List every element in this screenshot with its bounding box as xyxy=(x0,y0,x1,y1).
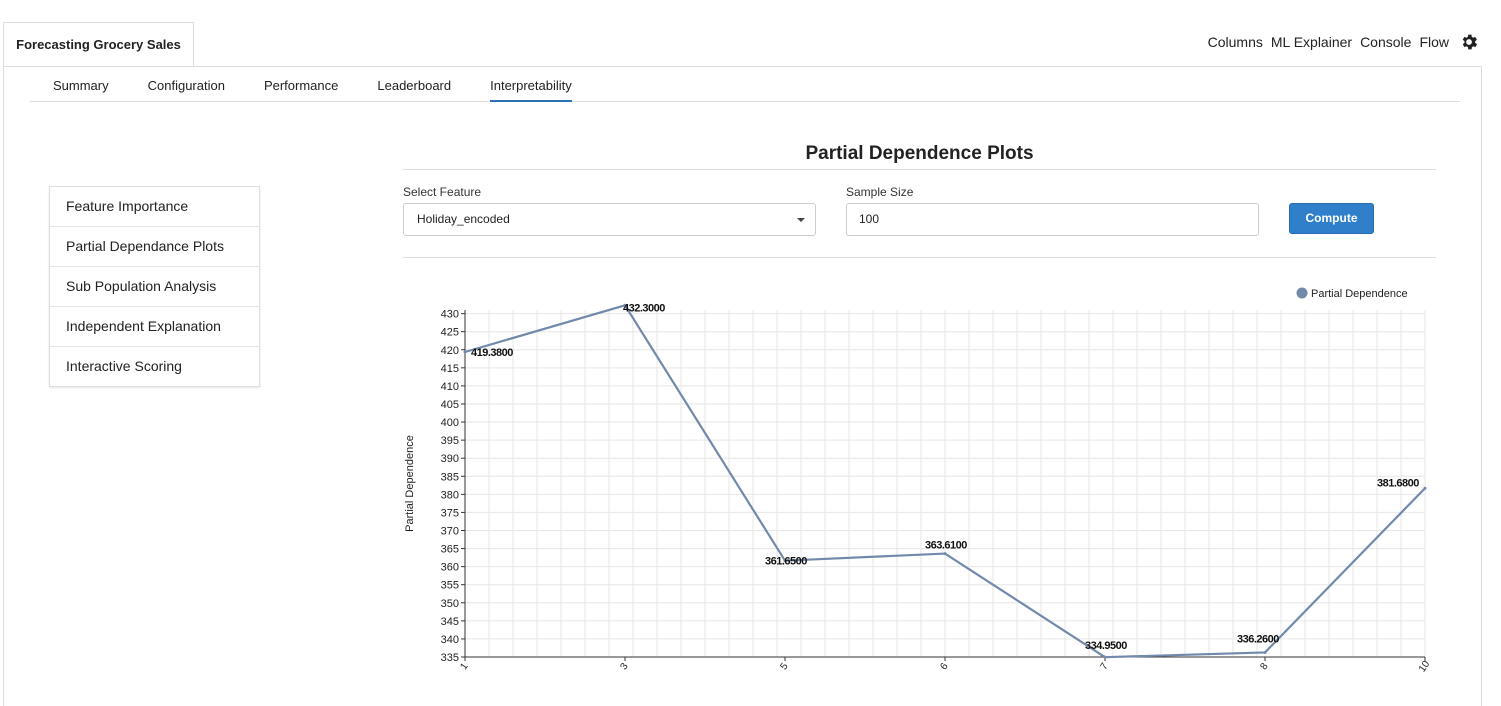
nav-ml-explainer[interactable]: ML Explainer xyxy=(1270,34,1353,50)
data-point xyxy=(943,552,947,556)
data-label: 432.3000 xyxy=(623,302,665,314)
tab-leaderboard[interactable]: Leaderboard xyxy=(377,78,452,93)
tab-configuration[interactable]: Configuration xyxy=(147,78,225,93)
partial-dependence-chart: 3353403453503553603653703753803853903954… xyxy=(404,287,1433,675)
data-label: 334.9500 xyxy=(1085,640,1127,652)
data-point xyxy=(783,559,787,563)
nav-flow[interactable]: Flow xyxy=(1419,34,1449,50)
y-tick-label: 425 xyxy=(441,327,459,339)
menu-item-sub-population-analysis[interactable]: Sub Population Analysis xyxy=(50,267,259,307)
y-tick-label: 350 xyxy=(441,598,459,610)
x-tick-label: 1 xyxy=(458,661,470,672)
y-tick-label: 385 xyxy=(441,471,459,483)
y-axis-label: Partial Dependence xyxy=(404,435,416,532)
divider xyxy=(403,257,1436,258)
data-label: 363.6100 xyxy=(925,540,967,552)
y-tick-label: 415 xyxy=(441,363,459,375)
app-tab[interactable]: Forecasting Grocery Sales xyxy=(3,22,194,66)
feature-select[interactable]: Holiday_encoded xyxy=(403,203,816,236)
data-point xyxy=(1423,486,1427,490)
data-point xyxy=(623,303,627,307)
interpretability-menu: Feature Importance Partial Dependance Pl… xyxy=(49,186,260,387)
app-tab-label: Forecasting Grocery Sales xyxy=(16,37,181,52)
data-point xyxy=(1103,655,1107,659)
menu-item-independent-explanation[interactable]: Independent Explanation xyxy=(50,307,259,347)
menu-item-feature-importance[interactable]: Feature Importance xyxy=(50,187,259,227)
tab-interpretability[interactable]: Interpretability xyxy=(490,74,572,102)
tab-summary[interactable]: Summary xyxy=(53,78,109,93)
nav-console[interactable]: Console xyxy=(1360,34,1412,50)
y-tick-label: 335 xyxy=(441,652,459,664)
x-tick-label: 10 xyxy=(1417,659,1433,675)
y-tick-label: 360 xyxy=(441,562,459,574)
x-tick-label: 5 xyxy=(778,661,790,672)
y-tick-label: 345 xyxy=(441,616,459,628)
y-tick-label: 400 xyxy=(441,417,459,429)
x-tick-label: 3 xyxy=(618,661,630,672)
y-tick-label: 355 xyxy=(441,580,459,592)
select-feature-label: Select Feature xyxy=(403,185,482,199)
x-tick-label: 6 xyxy=(938,661,950,672)
page-title: Partial Dependence Plots xyxy=(805,143,1034,164)
chevron-down-icon xyxy=(797,218,805,222)
x-tick-label: 7 xyxy=(1098,661,1110,672)
y-tick-label: 375 xyxy=(441,507,459,519)
menu-item-partial-dependance-plots[interactable]: Partial Dependance Plots xyxy=(50,227,259,267)
y-tick-label: 395 xyxy=(441,435,459,447)
y-tick-label: 340 xyxy=(441,634,459,646)
y-tick-label: 370 xyxy=(441,525,459,537)
legend-marker xyxy=(1296,287,1308,299)
data-point xyxy=(463,350,467,354)
tab-performance[interactable]: Performance xyxy=(263,78,339,93)
y-tick-label: 410 xyxy=(441,381,459,393)
y-tick-label: 420 xyxy=(441,345,459,357)
compute-button[interactable]: Compute xyxy=(1289,203,1374,234)
top-nav: Columns ML Explainer Console Flow xyxy=(1208,32,1479,52)
main-panel xyxy=(3,66,1482,706)
gear-icon[interactable] xyxy=(1459,32,1479,52)
nav-columns[interactable]: Columns xyxy=(1207,34,1263,50)
y-tick-label: 390 xyxy=(441,453,459,465)
data-label: 381.6800 xyxy=(1377,477,1419,489)
sub-tabs: Summary Configuration Performance Leader… xyxy=(30,74,1460,102)
data-label: 419.3800 xyxy=(471,347,513,359)
y-tick-label: 380 xyxy=(441,489,459,501)
sample-size-label: Sample Size xyxy=(846,185,914,199)
data-point xyxy=(1263,650,1267,654)
menu-item-interactive-scoring[interactable]: Interactive Scoring xyxy=(66,358,182,374)
y-tick-label: 430 xyxy=(441,309,459,321)
y-tick-label: 365 xyxy=(441,544,459,556)
feature-select-value: Holiday_encoded xyxy=(417,212,510,226)
legend-label: Partial Dependence xyxy=(1311,288,1408,300)
data-label: 361.6500 xyxy=(765,556,807,568)
y-tick-label: 405 xyxy=(441,399,459,411)
x-tick-label: 8 xyxy=(1258,661,1270,672)
sample-size-input[interactable]: 100 xyxy=(846,203,1259,236)
data-label: 336.2600 xyxy=(1237,633,1279,645)
divider xyxy=(403,169,1436,170)
